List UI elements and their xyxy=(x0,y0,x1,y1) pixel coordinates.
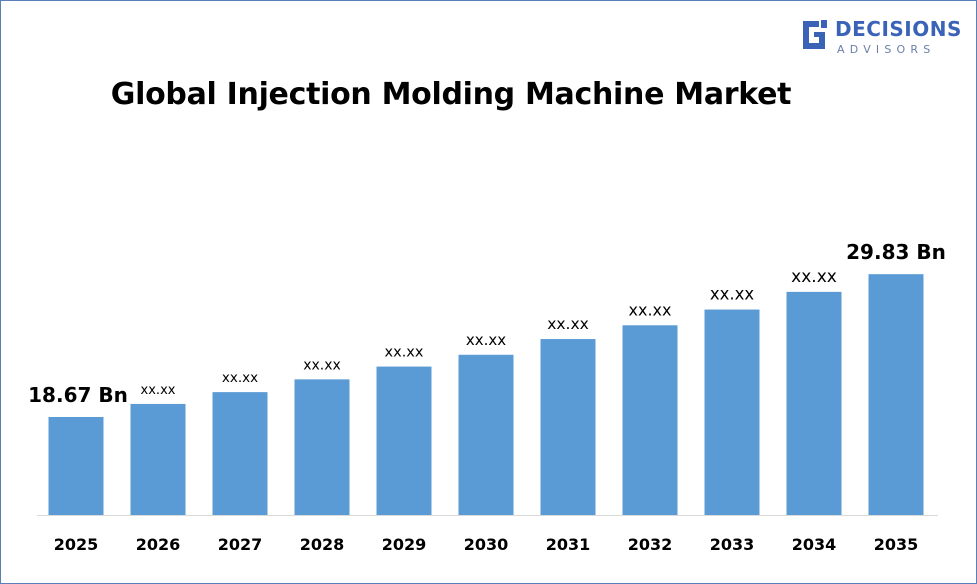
bar-2033 xyxy=(704,309,760,515)
x-tick-2032: 2032 xyxy=(628,535,673,554)
bar-2026 xyxy=(130,403,186,515)
x-tick-2027: 2027 xyxy=(218,535,263,554)
x-tick-2031: 2031 xyxy=(546,535,591,554)
brand-subtitle: ADVISORS xyxy=(837,43,936,56)
data-label-2028: xx.xx xyxy=(303,357,341,373)
data-label-2030: xx.xx xyxy=(466,331,506,349)
data-label-2026: xx.xx xyxy=(141,383,176,398)
bar-2028 xyxy=(294,379,350,515)
bar-2031 xyxy=(540,339,596,515)
brand-logo: DECISIONS ADVISORS xyxy=(797,17,962,57)
data-label-2025: 18.67 Bn xyxy=(28,383,128,407)
data-label-2031: xx.xx xyxy=(547,315,589,333)
data-label-2032: xx.xx xyxy=(629,300,672,319)
x-tick-2028: 2028 xyxy=(300,535,345,554)
brand-name: DECISIONS xyxy=(835,17,962,41)
bar-2035 xyxy=(868,274,924,515)
chart-title: Global Injection Molding Machine Market xyxy=(110,77,792,112)
x-tick-2026: 2026 xyxy=(136,535,181,554)
data-label-2029: xx.xx xyxy=(385,345,424,361)
x-tick-2033: 2033 xyxy=(710,535,755,554)
bar-2032 xyxy=(622,325,678,515)
x-tick-2035: 2035 xyxy=(874,535,919,554)
bar-2029 xyxy=(376,366,432,515)
bar-2030 xyxy=(458,354,514,515)
x-tick-2029: 2029 xyxy=(382,535,427,554)
x-tick-2025: 2025 xyxy=(54,535,99,554)
data-label-2033: xx.xx xyxy=(710,285,755,304)
bar-2034 xyxy=(786,291,842,515)
x-tick-2034: 2034 xyxy=(792,535,837,554)
logo-mark-icon xyxy=(803,20,827,49)
data-label-2035: 29.83 Bn xyxy=(846,240,946,264)
bar-2025 xyxy=(48,416,104,515)
bar-2027 xyxy=(212,392,268,515)
x-tick-2030: 2030 xyxy=(464,535,509,554)
data-label-2034: xx.xx xyxy=(791,267,837,287)
data-label-2027: xx.xx xyxy=(222,370,258,386)
